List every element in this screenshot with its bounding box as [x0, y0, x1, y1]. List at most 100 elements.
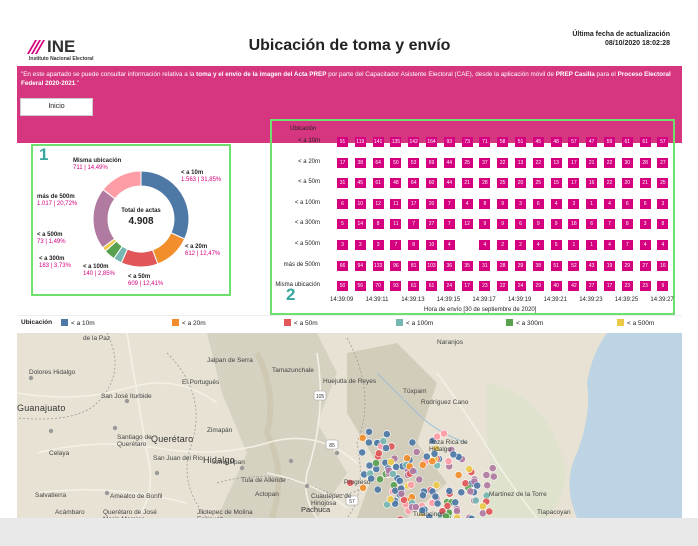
- heatmap-cell[interactable]: 31: [479, 260, 491, 271]
- heatmap-cell[interactable]: 17: [568, 157, 580, 168]
- map-marker[interactable]: [440, 429, 448, 438]
- heatmap-cell[interactable]: 52: [568, 260, 580, 271]
- map-marker[interactable]: [374, 449, 383, 458]
- heatmap-cell[interactable]: 25: [461, 157, 473, 168]
- heatmap-cell[interactable]: 25: [657, 178, 669, 189]
- heatmap-cell[interactable]: 45: [354, 178, 366, 189]
- heatmap-cell[interactable]: 17: [461, 281, 473, 292]
- heatmap-cell[interactable]: 25: [497, 178, 509, 189]
- heatmap-cell[interactable]: 45: [532, 137, 544, 147]
- heatmap-cell[interactable]: 1: [568, 240, 580, 250]
- map-marker[interactable]: [382, 444, 390, 452]
- heatmap-cell[interactable]: 5: [550, 240, 562, 250]
- map-marker[interactable]: [482, 471, 491, 479]
- map-marker[interactable]: [373, 485, 382, 494]
- heatmap-cell[interactable]: 13: [550, 157, 562, 168]
- map-marker[interactable]: [358, 434, 367, 442]
- heatmap-cell[interactable]: 9: [497, 198, 509, 209]
- heatmap-cell[interactable]: 35: [461, 260, 473, 271]
- heatmap-cell[interactable]: 94: [354, 260, 366, 271]
- heatmap-cell[interactable]: 44: [443, 157, 455, 168]
- heatmap-cell[interactable]: 48: [390, 178, 402, 189]
- heatmap-cell[interactable]: 21: [586, 157, 598, 168]
- heatmap-cell[interactable]: 27: [426, 219, 437, 230]
- heatmap-cell[interactable]: 5: [337, 219, 348, 230]
- map-marker[interactable]: [407, 480, 415, 489]
- heatmap-cell[interactable]: 6: [586, 219, 598, 230]
- map-marker[interactable]: [453, 513, 461, 518]
- map-marker[interactable]: [431, 492, 440, 501]
- map-marker[interactable]: [408, 438, 417, 447]
- map-marker[interactable]: [471, 496, 480, 505]
- heatmap-cell[interactable]: 8: [657, 219, 669, 230]
- map-marker[interactable]: [445, 486, 454, 495]
- heatmap-cell[interactable]: 3: [372, 240, 384, 250]
- map-marker[interactable]: [457, 488, 466, 497]
- heatmap-cell[interactable]: 57: [568, 137, 580, 147]
- legend-item[interactable]: < a 100m: [396, 319, 433, 327]
- heatmap-cell[interactable]: 48: [550, 137, 562, 147]
- heatmap-cell[interactable]: 27: [586, 281, 598, 292]
- map-marker[interactable]: [346, 478, 355, 487]
- map-marker[interactable]: [408, 467, 417, 475]
- heatmap-cell[interactable]: 22: [532, 157, 544, 168]
- legend-item[interactable]: < a 500m: [617, 319, 654, 327]
- map-marker[interactable]: [489, 472, 498, 481]
- map-marker[interactable]: [430, 449, 439, 458]
- map-marker[interactable]: [358, 448, 367, 457]
- heatmap-cell[interactable]: 59: [604, 137, 615, 147]
- heatmap-cell[interactable]: 14: [354, 219, 366, 230]
- heatmap-cell[interactable]: 9: [657, 281, 669, 292]
- map-marker[interactable]: [386, 458, 395, 466]
- heatmap-cell[interactable]: 1: [586, 240, 598, 250]
- heatmap-cell[interactable]: 7: [443, 198, 455, 209]
- map-marker[interactable]: [372, 459, 380, 467]
- heatmap-cell[interactable]: 20: [515, 178, 526, 189]
- map-marker[interactable]: [382, 430, 391, 439]
- heatmap-cell[interactable]: 30: [621, 157, 633, 168]
- heatmap-cell[interactable]: 51: [515, 137, 526, 147]
- legend-item[interactable]: < a 20m: [172, 319, 206, 327]
- heatmap-cell[interactable]: 57: [657, 137, 669, 147]
- map-marker[interactable]: [432, 481, 441, 489]
- map-marker[interactable]: [453, 507, 461, 515]
- heatmap-cell[interactable]: 36: [443, 260, 455, 271]
- heatmap-cell[interactable]: 12: [461, 219, 473, 230]
- heatmap-cell[interactable]: 20: [621, 178, 633, 189]
- heatmap-cell[interactable]: 69: [426, 157, 437, 168]
- heatmap-cell[interactable]: 61: [621, 137, 633, 147]
- heatmap-cell[interactable]: 23: [639, 281, 651, 292]
- map-marker[interactable]: [396, 515, 404, 518]
- map-marker[interactable]: [433, 499, 442, 508]
- heatmap-cell[interactable]: 119: [354, 137, 366, 147]
- map-marker[interactable]: [418, 506, 427, 515]
- heatmap-cell[interactable]: 24: [443, 281, 455, 292]
- heatmap-cell[interactable]: 21: [461, 178, 473, 189]
- heatmap-cell[interactable]: 93: [443, 137, 455, 147]
- heatmap-cell[interactable]: 42: [568, 281, 580, 292]
- heatmap-cell[interactable]: 81: [408, 260, 420, 271]
- heatmap-cell[interactable]: 10: [354, 198, 366, 209]
- heatmap-cell[interactable]: 70: [372, 281, 384, 292]
- heatmap-cell[interactable]: 44: [443, 178, 455, 189]
- heatmap-cell[interactable]: 23: [621, 281, 633, 292]
- map-marker[interactable]: [444, 457, 453, 466]
- map-marker[interactable]: [466, 487, 475, 496]
- map-marker[interactable]: [395, 476, 404, 485]
- heatmap-cell[interactable]: 91: [337, 137, 348, 147]
- heatmap-cell[interactable]: 6: [621, 198, 633, 209]
- heatmap-cell[interactable]: 3: [354, 240, 366, 250]
- heatmap-cell[interactable]: 4: [604, 240, 615, 250]
- heatmap-cell[interactable]: 7: [390, 240, 402, 250]
- heatmap-cell[interactable]: 6: [639, 198, 651, 209]
- heatmap-cell[interactable]: 27: [639, 260, 651, 271]
- heatmap-cell[interactable]: 11: [390, 219, 402, 230]
- heatmap-cell[interactable]: 19: [604, 260, 615, 271]
- heatmap-cell[interactable]: 4: [479, 240, 491, 250]
- heatmap-cell[interactable]: 1: [586, 198, 598, 209]
- heatmap-cell[interactable]: 141: [372, 137, 384, 147]
- heatmap-cell[interactable]: 64: [372, 157, 384, 168]
- donut-slice-7[interactable]: [102, 170, 142, 200]
- heatmap-cell[interactable]: 2: [497, 240, 509, 250]
- heatmap-cell[interactable]: 8: [479, 198, 491, 209]
